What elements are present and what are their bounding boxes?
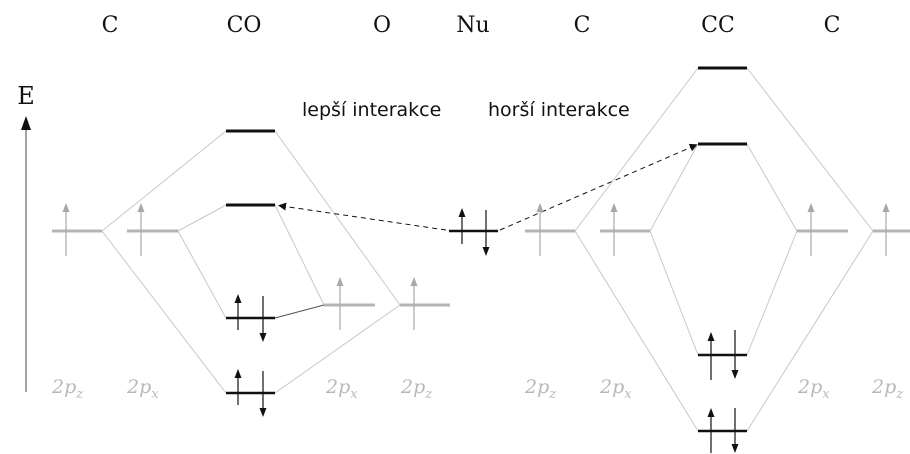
atomic-level-c-2pz-mid (525, 203, 575, 256)
header-nu: Nu (456, 13, 489, 38)
orbital-label-2px: 2px (325, 376, 358, 402)
cc-pi-level (698, 330, 747, 380)
atomic-level-c-2pz-right (873, 203, 910, 256)
orbital-label-2pz: 2pz (871, 376, 903, 402)
header-o: O (373, 13, 391, 38)
header-cc: CC (701, 13, 735, 38)
interaction-arrow-worse (499, 143, 698, 231)
header-c-left: C (102, 13, 119, 38)
interaction-arrow-better (278, 202, 447, 231)
annotation-worse: horší interakce (488, 99, 630, 121)
atomic-level-c-2px-right (797, 203, 848, 256)
energy-axis-arrow (21, 116, 31, 392)
header-c-mid: C (574, 13, 591, 38)
cc-connectors (574, 67, 874, 432)
atomic-level-o-2px (324, 277, 375, 330)
co-connectors (101, 130, 401, 394)
energy-axis-label: E (17, 82, 35, 110)
co-pi-connector-dark (274, 304, 325, 319)
orbital-label-2pz: 2pz (51, 376, 83, 402)
header-co: CO (227, 13, 262, 38)
nucleophile-level (449, 208, 498, 256)
orbital-label-2pz: 2pz (524, 376, 556, 402)
orbital-label-2px: 2px (126, 376, 159, 402)
orbital-label-2pz: 2pz (400, 376, 432, 402)
orbital-label-2px: 2px (599, 376, 632, 402)
orbital-label-2px: 2px (797, 376, 830, 402)
atomic-level-o-2pz (400, 277, 450, 330)
co-sigma-level (226, 369, 275, 417)
atomic-level-c-2pz-left (52, 203, 102, 256)
header-c-right: C (824, 13, 841, 38)
co-pi-level (226, 294, 275, 342)
annotation-better: lepší interakce (302, 99, 441, 121)
atomic-level-c-2px-left (127, 203, 178, 256)
atomic-level-c-2px-mid (600, 203, 650, 256)
cc-sigma-level (698, 408, 747, 453)
